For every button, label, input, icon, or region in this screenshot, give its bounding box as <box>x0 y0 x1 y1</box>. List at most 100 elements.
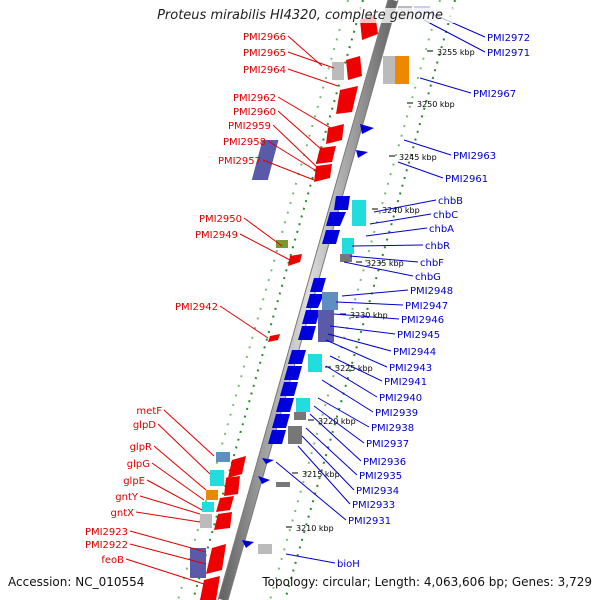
gene-feature[interactable] <box>288 254 302 266</box>
gene-label-pmi2943[interactable]: PMI2943 <box>389 363 432 374</box>
gene-feature[interactable] <box>200 514 212 528</box>
gene-label-pmi2935[interactable]: PMI2935 <box>359 471 402 482</box>
gene-label-pmi2948[interactable]: PMI2948 <box>410 286 453 297</box>
gene-feature[interactable] <box>251 140 279 180</box>
gene-feature[interactable] <box>242 540 254 548</box>
gene-feature[interactable] <box>284 366 302 380</box>
gene-feature[interactable] <box>336 86 358 114</box>
gene-label-glpr[interactable]: glpR <box>130 442 152 453</box>
gene-label-gntx[interactable]: gntX <box>111 508 135 519</box>
gene-feature[interactable] <box>262 458 274 464</box>
gene-feature[interactable] <box>346 56 362 80</box>
gene-label-pmi2934[interactable]: PMI2934 <box>356 486 399 497</box>
gene-label-pmi2965[interactable]: PMI2965 <box>243 48 286 59</box>
gene-label-pmi2959[interactable]: PMI2959 <box>228 121 271 132</box>
gene-feature[interactable] <box>334 196 350 210</box>
gene-feature[interactable] <box>294 412 306 420</box>
gene-label-pmi2964[interactable]: PMI2964 <box>243 65 286 76</box>
gene-label-chbc[interactable]: chbC <box>433 210 458 221</box>
gene-label-chbf[interactable]: chbF <box>420 258 444 269</box>
gene-feature[interactable] <box>322 230 340 244</box>
gene-label-pmi2966[interactable]: PMI2966 <box>243 32 286 43</box>
gene-label-pmi2939[interactable]: PMI2939 <box>375 408 418 419</box>
gene-label-pmi2960[interactable]: PMI2960 <box>233 107 276 118</box>
gene-label-pmi2971[interactable]: PMI2971 <box>487 48 530 59</box>
gene-feature[interactable] <box>314 164 332 182</box>
gene-feature[interactable] <box>258 544 272 554</box>
gene-label-pmi2923[interactable]: PMI2923 <box>85 527 128 538</box>
gene-label-pmi2946[interactable]: PMI2946 <box>401 315 444 326</box>
gene-label-metf[interactable]: metF <box>136 406 162 417</box>
gene-label-pmi2945[interactable]: PMI2945 <box>397 330 440 341</box>
gene-label-pmi2940[interactable]: PMI2940 <box>379 393 422 404</box>
gene-label-pmi2972[interactable]: PMI2972 <box>487 33 530 44</box>
gene-feature[interactable] <box>268 334 280 342</box>
gene-feature[interactable] <box>214 512 232 530</box>
gene-feature[interactable] <box>206 490 218 500</box>
gene-label-gnty[interactable]: gntY <box>115 492 139 503</box>
gene-feature[interactable] <box>276 398 294 412</box>
gene-feature[interactable] <box>190 548 206 578</box>
gene-feature[interactable] <box>206 544 226 574</box>
gene-label-pmi2963[interactable]: PMI2963 <box>453 151 496 162</box>
gene-feature[interactable] <box>322 292 338 310</box>
gene-label-pmi2936[interactable]: PMI2936 <box>363 457 406 468</box>
gene-feature[interactable] <box>288 350 306 364</box>
gene-label-glpg[interactable]: glpG <box>127 459 150 470</box>
gene-feature[interactable] <box>296 398 310 412</box>
gene-label-pmi2938[interactable]: PMI2938 <box>371 423 414 434</box>
gene-label-pmi2950[interactable]: PMI2950 <box>199 214 242 225</box>
gene-label-chbb[interactable]: chbB <box>438 196 463 207</box>
gene-feature[interactable] <box>326 124 344 144</box>
gene-feature[interactable] <box>356 150 368 158</box>
gene-feature[interactable] <box>272 414 290 428</box>
gene-feature[interactable] <box>202 502 214 512</box>
gene-feature[interactable] <box>352 200 366 226</box>
gene-feature[interactable] <box>395 56 409 84</box>
gene-feature[interactable] <box>258 476 270 484</box>
gene-feature[interactable] <box>318 310 334 342</box>
gene-feature[interactable] <box>224 476 240 496</box>
gene-feature[interactable] <box>308 354 322 372</box>
gene-label-pmi2967[interactable]: PMI2967 <box>473 89 516 100</box>
gene-label-pmi2961[interactable]: PMI2961 <box>445 174 488 185</box>
gene-label-pmi2922[interactable]: PMI2922 <box>85 540 128 551</box>
gene-label-pmi2958[interactable]: PMI2958 <box>223 137 266 148</box>
gene-label-chbg[interactable]: chbG <box>415 272 441 283</box>
gene-label-pmi2947[interactable]: PMI2947 <box>405 301 448 312</box>
gene-feature[interactable] <box>200 576 220 600</box>
gene-feature[interactable] <box>276 482 290 487</box>
gene-feature[interactable] <box>210 470 224 486</box>
gene-feature[interactable] <box>383 56 395 84</box>
gene-feature[interactable] <box>340 254 352 262</box>
gene-feature[interactable] <box>306 294 324 308</box>
gene-feature[interactable] <box>228 456 246 478</box>
gene-feature[interactable] <box>326 212 346 226</box>
gene-label-bioh[interactable]: bioH <box>337 559 360 570</box>
gene-label-pmi2931[interactable]: PMI2931 <box>348 516 391 527</box>
gene-label-pmi2962[interactable]: PMI2962 <box>233 93 276 104</box>
gene-feature[interactable] <box>288 426 302 444</box>
gene-label-chba[interactable]: chbA <box>429 224 454 235</box>
gene-feature[interactable] <box>298 326 316 340</box>
gene-label-pmi2937[interactable]: PMI2937 <box>366 439 409 450</box>
gene-label-pmi2933[interactable]: PMI2933 <box>352 500 395 511</box>
gene-feature[interactable] <box>316 146 336 164</box>
gene-label-pmi2941[interactable]: PMI2941 <box>384 377 427 388</box>
gene-label-pmi2957[interactable]: PMI2957 <box>218 156 261 167</box>
gene-feature[interactable] <box>310 278 326 292</box>
gene-label-glpe[interactable]: glpE <box>123 476 145 487</box>
gene-label-chbr[interactable]: chbR <box>425 241 450 252</box>
gene-feature[interactable] <box>360 124 374 134</box>
gene-label-glpd[interactable]: glpD <box>133 420 156 431</box>
gene-feature[interactable] <box>276 240 288 248</box>
gene-feature[interactable] <box>268 430 286 444</box>
gene-feature[interactable] <box>280 382 298 396</box>
gene-label-pmi2944[interactable]: PMI2944 <box>393 347 436 358</box>
gene-label-pmi2949[interactable]: PMI2949 <box>195 230 238 241</box>
gene-feature[interactable] <box>332 62 344 80</box>
gene-feature[interactable] <box>216 496 234 512</box>
gene-feature[interactable] <box>216 452 230 462</box>
gene-label-feob[interactable]: feoB <box>101 555 124 566</box>
gene-feature[interactable] <box>302 310 320 324</box>
